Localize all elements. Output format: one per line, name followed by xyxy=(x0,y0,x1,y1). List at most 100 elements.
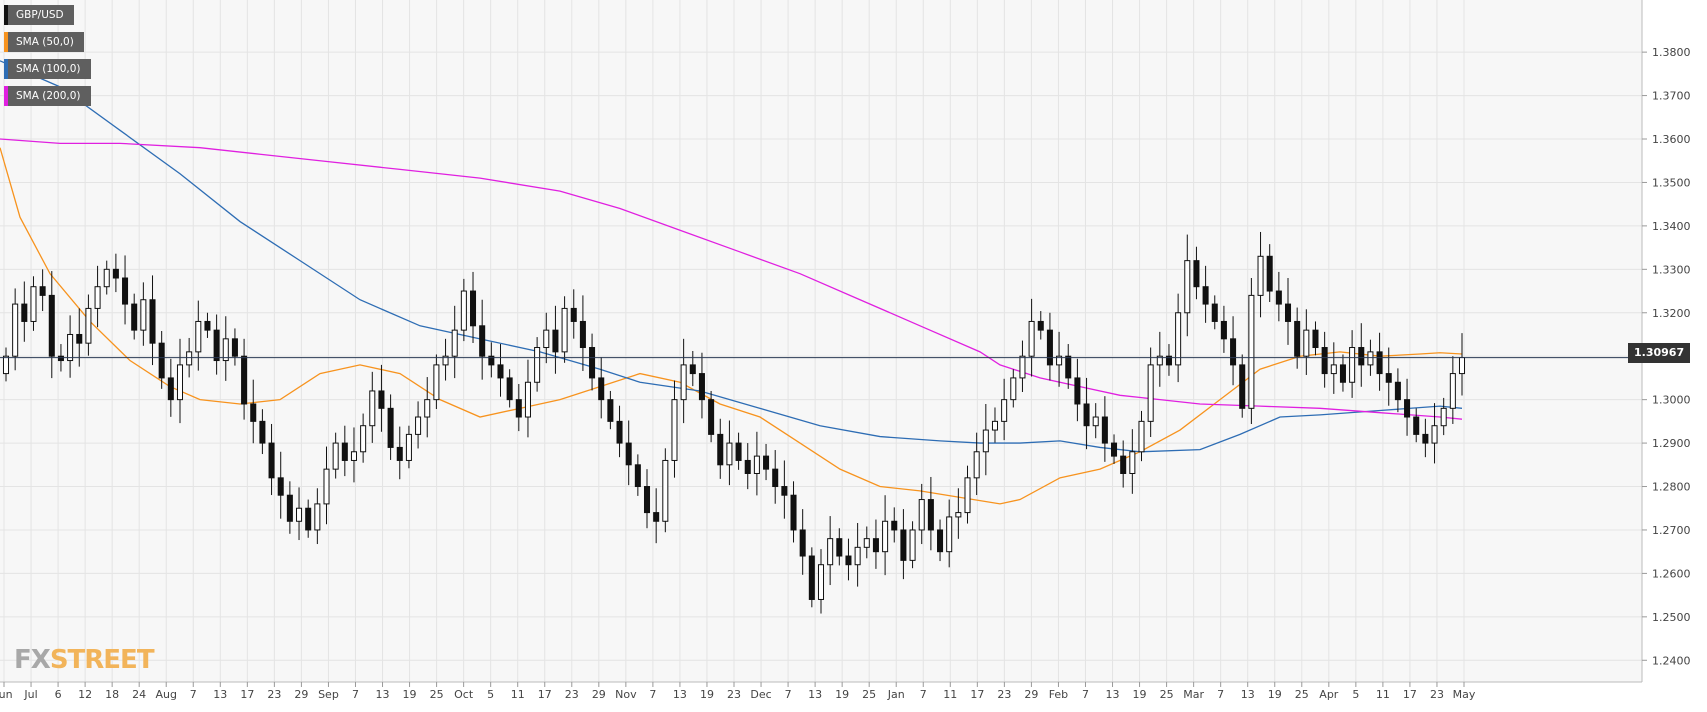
candle-body-down xyxy=(643,486,651,514)
x-tick-label: 6 xyxy=(55,688,62,701)
candle xyxy=(909,521,916,569)
x-tick-label: 11 xyxy=(511,688,525,701)
candle xyxy=(524,359,531,438)
candle-body-down xyxy=(689,364,696,375)
candle-body-down xyxy=(21,303,28,322)
candle xyxy=(671,380,678,478)
candle-body-down xyxy=(231,338,238,357)
candle xyxy=(708,390,715,443)
candle xyxy=(488,342,495,378)
candle xyxy=(1339,354,1346,392)
candle xyxy=(67,315,74,378)
candle xyxy=(616,405,623,458)
candle-body-down xyxy=(1358,347,1365,366)
candle xyxy=(946,499,953,568)
logo-street: STREET xyxy=(49,645,155,675)
candle-body-up xyxy=(369,390,376,427)
x-tick-label: Aug xyxy=(155,688,176,701)
candle-body-down xyxy=(744,459,751,474)
candle xyxy=(1431,403,1438,464)
candle-body-up xyxy=(85,307,92,344)
x-tick-label: 13 xyxy=(673,688,687,701)
candle xyxy=(561,296,568,363)
candle xyxy=(799,509,806,575)
candle xyxy=(433,354,440,410)
candle-body-up xyxy=(314,503,321,531)
candle xyxy=(195,300,202,371)
candle-body-down xyxy=(598,377,605,401)
candle xyxy=(836,528,843,566)
x-tick-label: 17 xyxy=(538,688,552,701)
candle xyxy=(579,295,586,371)
candle-body-down xyxy=(1321,347,1328,375)
candle-body-up xyxy=(1431,425,1438,444)
x-tick-label: 7 xyxy=(1082,688,1089,701)
legend-label: SMA (100,0) xyxy=(16,63,81,75)
x-tick-label: 19 xyxy=(1268,688,1282,701)
candle-body-down xyxy=(241,355,248,405)
candle-body-up xyxy=(296,507,303,522)
candle-body-up xyxy=(946,516,953,553)
candle-body-down xyxy=(1422,433,1429,444)
y-tick-label: 1.3300 xyxy=(1652,263,1691,276)
x-tick-label: 29 xyxy=(1024,688,1038,701)
candle-body-down xyxy=(1220,320,1227,340)
x-tick-label: 19 xyxy=(835,688,849,701)
x-tick-label: 25 xyxy=(1160,688,1174,701)
x-tick-label: Feb xyxy=(1049,688,1068,701)
candle-body-up xyxy=(991,420,998,431)
candle-body-up xyxy=(827,538,834,566)
candle-body-down xyxy=(1101,416,1108,444)
legend-swatch xyxy=(4,32,8,52)
candle xyxy=(470,271,477,343)
candle xyxy=(451,305,458,379)
candle-body-up xyxy=(1092,416,1099,427)
candle-body-down xyxy=(167,377,174,401)
x-tick-label: 13 xyxy=(376,688,390,701)
candle-body-up xyxy=(1028,320,1035,357)
candle-body-down xyxy=(808,555,815,600)
candle xyxy=(1129,429,1136,494)
candle xyxy=(753,431,760,496)
candle xyxy=(973,432,980,496)
candle-body-up xyxy=(1367,351,1374,366)
candle xyxy=(872,519,879,569)
candle-body-down xyxy=(1193,260,1200,288)
candle xyxy=(982,403,989,476)
candle xyxy=(552,305,559,374)
candle xyxy=(1413,408,1420,443)
candle xyxy=(1275,271,1282,322)
candle-body-down xyxy=(250,403,257,422)
candle-body-down xyxy=(763,455,770,470)
y-tick-label: 1.2400 xyxy=(1652,654,1691,667)
candle-body-down xyxy=(872,538,879,553)
candle xyxy=(900,509,907,580)
candle-body-up xyxy=(140,299,147,331)
candle-body-up xyxy=(524,381,531,418)
candle-body-down xyxy=(1239,364,1246,409)
candle xyxy=(735,432,742,470)
candle xyxy=(680,338,687,424)
candle-body-down xyxy=(708,399,715,435)
candle-body-down xyxy=(717,433,724,466)
candle xyxy=(1046,312,1053,381)
candle xyxy=(1202,265,1209,323)
candle xyxy=(12,288,19,371)
x-tick-label: 23 xyxy=(727,688,741,701)
candle-body-down xyxy=(488,355,495,366)
y-tick-label: 1.2900 xyxy=(1652,437,1691,450)
candle xyxy=(1010,369,1017,408)
x-tick-label: 17 xyxy=(970,688,984,701)
x-tick-label: 19 xyxy=(1133,688,1147,701)
candle-body-down xyxy=(158,342,165,379)
x-tick-label: 11 xyxy=(943,688,957,701)
candle-body-up xyxy=(1019,355,1026,379)
candle xyxy=(955,488,962,539)
candle xyxy=(1266,244,1273,302)
candle xyxy=(790,481,797,543)
candle xyxy=(845,538,852,581)
candle-body-up xyxy=(186,351,193,366)
x-tick-label: May xyxy=(1453,688,1476,701)
candle xyxy=(305,499,312,538)
candle xyxy=(882,495,889,576)
